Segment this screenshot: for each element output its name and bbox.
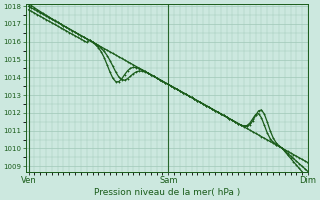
X-axis label: Pression niveau de la mer( hPa ): Pression niveau de la mer( hPa ) (94, 188, 240, 197)
